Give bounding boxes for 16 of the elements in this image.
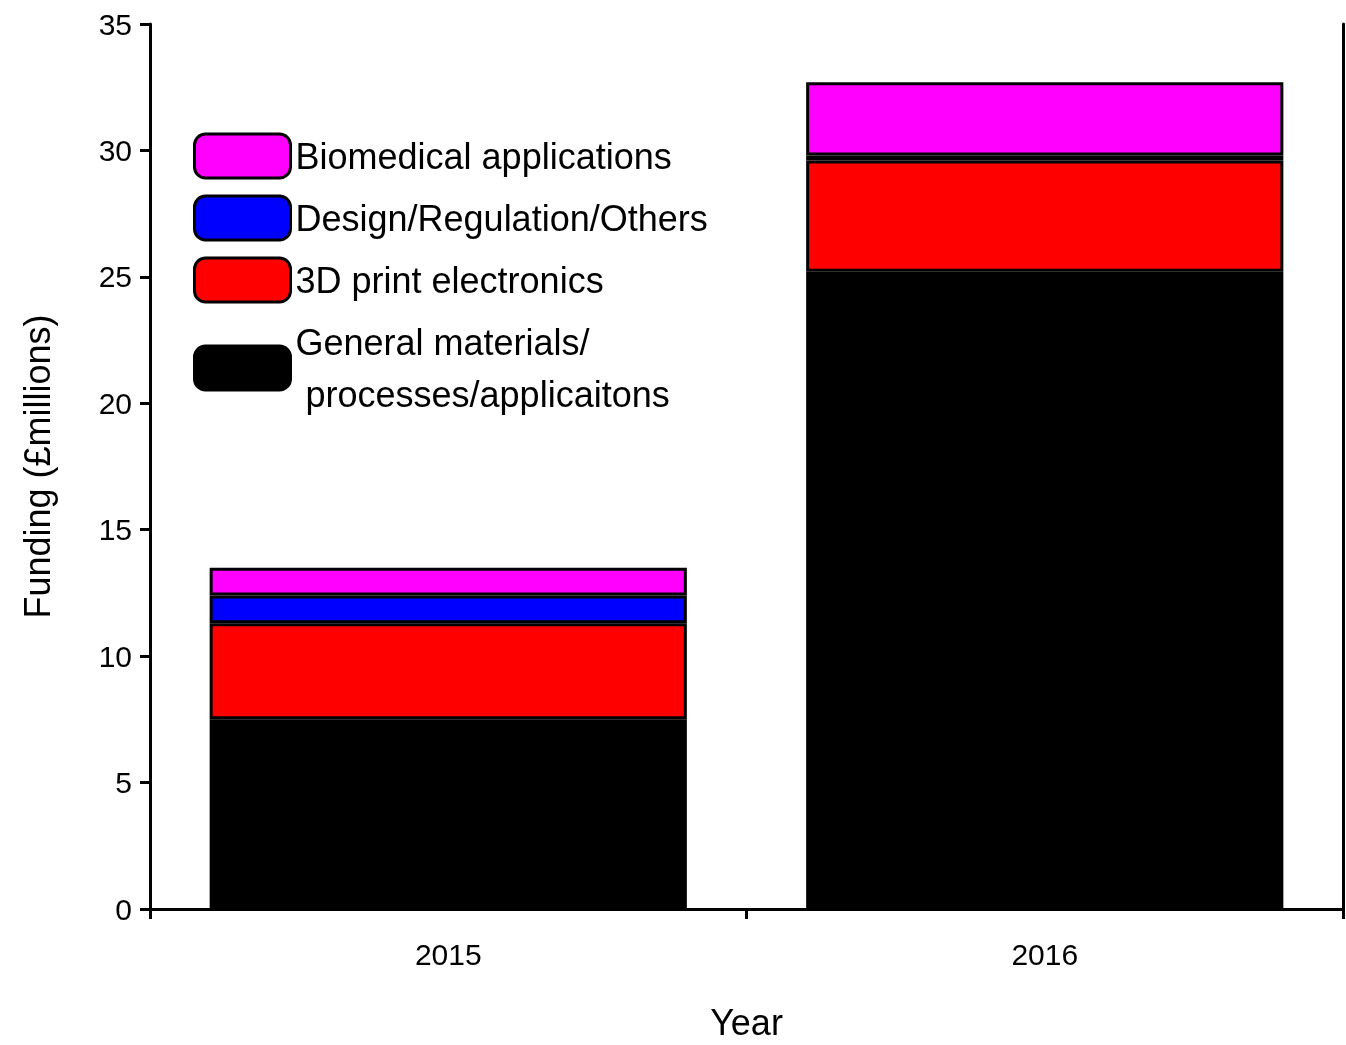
y-tick-label: 0 xyxy=(115,892,132,926)
x-tick-label: 2015 xyxy=(414,937,482,971)
legend-label: 3D print electronics xyxy=(295,259,604,301)
legend-label: Design/Regulation/Others xyxy=(295,197,708,239)
legend-label: Biomedical applications xyxy=(295,135,672,177)
x-tick-label: 2016 xyxy=(1011,937,1079,971)
y-axis-title: Funding (£millions) xyxy=(16,314,58,619)
y-tick-label: 15 xyxy=(98,513,132,547)
y-tick-label: 25 xyxy=(98,260,132,294)
y-tick-label: 20 xyxy=(98,386,132,420)
y-tick-label: 30 xyxy=(98,133,132,167)
y-tick-label: 10 xyxy=(98,639,132,673)
legend-label: General materials/ processes/applicaitons xyxy=(295,321,670,415)
y-tick-label: 5 xyxy=(115,766,132,800)
x-axis-title: Year xyxy=(710,1001,783,1043)
y-tick-label: 35 xyxy=(98,7,132,41)
